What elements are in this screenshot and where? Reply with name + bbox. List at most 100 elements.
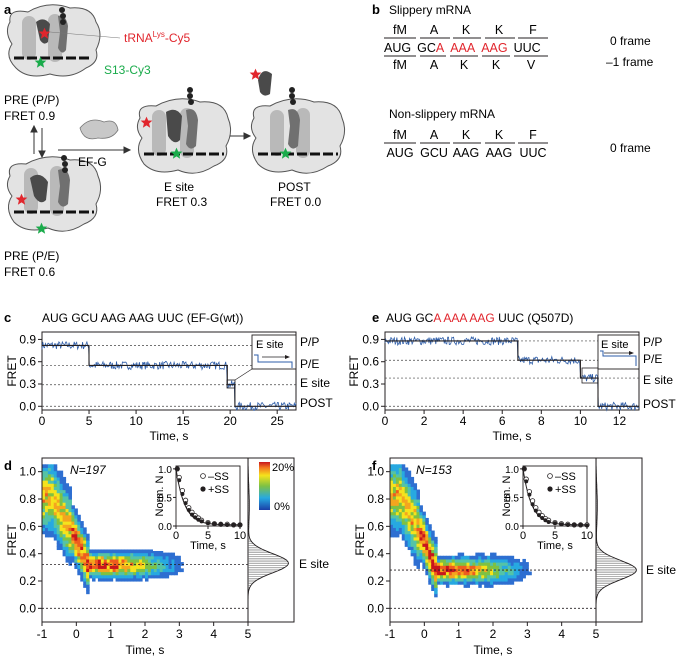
density-cell <box>469 571 473 576</box>
density-cell <box>469 555 473 560</box>
codon: AUG <box>386 146 413 160</box>
density-cell <box>103 562 108 566</box>
density-cell <box>53 517 58 522</box>
y-tick-label: 0.0 <box>362 399 379 413</box>
density-cell <box>62 505 67 510</box>
density-cell <box>50 524 55 528</box>
density-cell <box>398 521 403 525</box>
density-cell <box>62 492 67 497</box>
density-cell <box>133 555 137 560</box>
density-cell <box>159 558 164 563</box>
density-cell <box>74 549 78 554</box>
aa: fM <box>393 58 407 72</box>
density-cell <box>410 489 415 494</box>
density-cell <box>59 546 64 551</box>
density-cell <box>77 533 81 538</box>
y-tick-label: 0.3 <box>362 377 379 391</box>
density-cell <box>395 464 400 469</box>
density-cell <box>419 517 423 522</box>
density-cell <box>475 574 479 579</box>
density-cell <box>50 467 55 472</box>
x-tick-label: -1 <box>385 627 396 641</box>
density-cell <box>53 530 58 535</box>
density-cell <box>395 483 400 487</box>
aa: K <box>462 128 471 142</box>
density-cell <box>153 571 158 576</box>
density-cell <box>103 549 108 554</box>
density-cell <box>416 495 420 500</box>
density-cell <box>428 540 432 544</box>
density-cell <box>94 555 99 560</box>
inset-y-tick-label: 0.0 <box>505 522 519 533</box>
density-cell <box>83 552 87 557</box>
density-cell <box>390 505 394 510</box>
density-cell <box>434 552 438 557</box>
density-cell <box>165 568 170 573</box>
density-cell <box>487 558 491 563</box>
density-cell <box>68 505 72 510</box>
density-cell <box>434 571 438 576</box>
density-cell <box>145 577 149 582</box>
density-cell <box>457 571 462 576</box>
density-cell <box>165 565 170 569</box>
density-cell <box>466 568 471 573</box>
density-cell <box>407 480 412 484</box>
density-cell <box>440 581 444 585</box>
density-cell <box>516 571 521 576</box>
density-cell <box>86 590 90 595</box>
density-cell <box>498 565 503 569</box>
state-e-fret: FRET 0.3 <box>156 195 207 209</box>
density-cell <box>62 511 67 516</box>
density-cell <box>404 502 409 506</box>
density-cell <box>475 552 479 557</box>
density-cell <box>398 464 403 469</box>
panel-c: c AUG GCU AAG AAG UUC (EF-G(wt)) 0 5 10 15 2… <box>4 310 333 443</box>
density-cell <box>80 577 84 582</box>
density-cell <box>457 577 462 582</box>
x-tick-label: 5 <box>593 627 600 641</box>
density-cell <box>390 464 394 469</box>
density-cell <box>392 505 397 510</box>
density-cell <box>180 568 184 573</box>
state-pp-name: PRE (P/P) <box>4 93 59 107</box>
x-tick-label: 4 <box>460 414 467 428</box>
density-cell <box>44 514 49 519</box>
x-tick-label: 3 <box>524 627 531 641</box>
density-cell <box>59 508 64 513</box>
density-cell <box>395 533 400 538</box>
density-cell <box>451 571 456 576</box>
density-cell <box>56 502 61 506</box>
density-cell <box>59 489 64 494</box>
density-cell <box>156 562 161 566</box>
density-cell <box>62 495 67 500</box>
density-cell <box>65 514 70 519</box>
density-cell <box>431 530 435 535</box>
density-cell <box>484 558 488 563</box>
density-cell <box>153 555 158 560</box>
density-cell <box>103 565 108 569</box>
aa: F <box>529 128 537 142</box>
density-cell <box>407 502 412 506</box>
trace-c-inset-label: E site <box>256 339 284 351</box>
inset-point-plus-ss <box>175 466 180 471</box>
density-cell <box>80 530 84 535</box>
density-cell <box>398 517 403 522</box>
density-cell <box>410 511 415 516</box>
density-cell <box>425 517 429 522</box>
density-cell <box>44 489 49 494</box>
density-cell <box>47 467 52 472</box>
inset-point-plus-ss <box>196 517 201 522</box>
density-cell <box>83 530 87 535</box>
density-cell <box>68 524 72 528</box>
density-cell <box>425 558 429 563</box>
density-cell <box>94 568 99 573</box>
density-cell <box>484 562 488 566</box>
density-cell <box>504 562 509 566</box>
density-cell <box>109 558 114 563</box>
density-cell <box>431 565 435 569</box>
aa: K <box>495 23 504 37</box>
density-cell <box>153 562 158 566</box>
density-cell <box>404 473 409 478</box>
density-cell <box>434 549 438 554</box>
density-cell <box>65 517 70 522</box>
